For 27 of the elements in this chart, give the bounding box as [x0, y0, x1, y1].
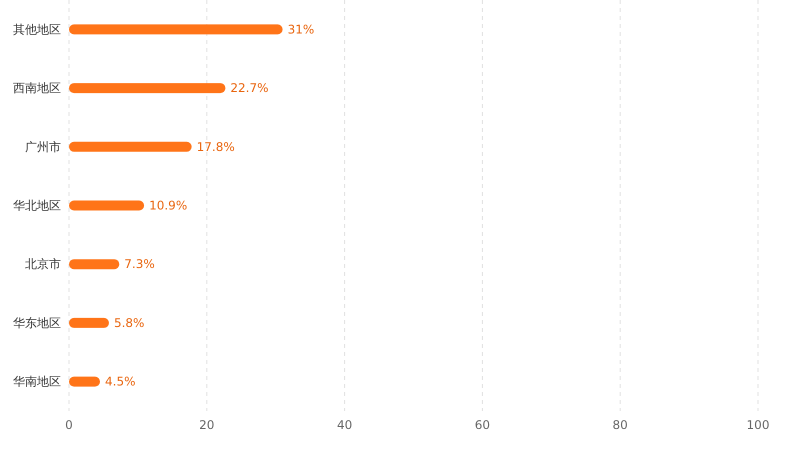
x-tick-label: 40 [336, 418, 352, 432]
y-tick-label: 其他地区 [13, 22, 61, 36]
data-label: 5.8% [114, 316, 144, 330]
y-tick-label: 华南地区 [13, 374, 61, 389]
x-tick-label: 60 [474, 418, 490, 432]
data-label: 10.9% [149, 198, 188, 212]
x-tick-label: 80 [612, 418, 628, 432]
data-label: 22.7% [230, 81, 269, 96]
x-tick-label: 100 [746, 418, 770, 432]
y-tick-label: 华东地区 [13, 316, 61, 330]
y-tick-label: 华北地区 [13, 198, 61, 212]
y-tick-label: 北京市 [25, 257, 61, 272]
data-label: 7.3% [124, 257, 155, 272]
bar [69, 318, 109, 328]
bar [69, 259, 120, 270]
y-tick-label: 西南地区 [13, 81, 61, 96]
y-tick-label: 广州市 [25, 140, 61, 154]
bar [69, 83, 226, 94]
x-tick-label: 0 [65, 418, 73, 432]
data-label: 17.8% [196, 140, 235, 154]
data-label: 4.5% [105, 374, 136, 389]
bar [69, 142, 192, 152]
data-label: 31% [288, 22, 314, 36]
bar [69, 24, 283, 34]
bar [69, 376, 100, 387]
x-tick-label: 20 [199, 418, 214, 432]
bar [69, 200, 144, 210]
